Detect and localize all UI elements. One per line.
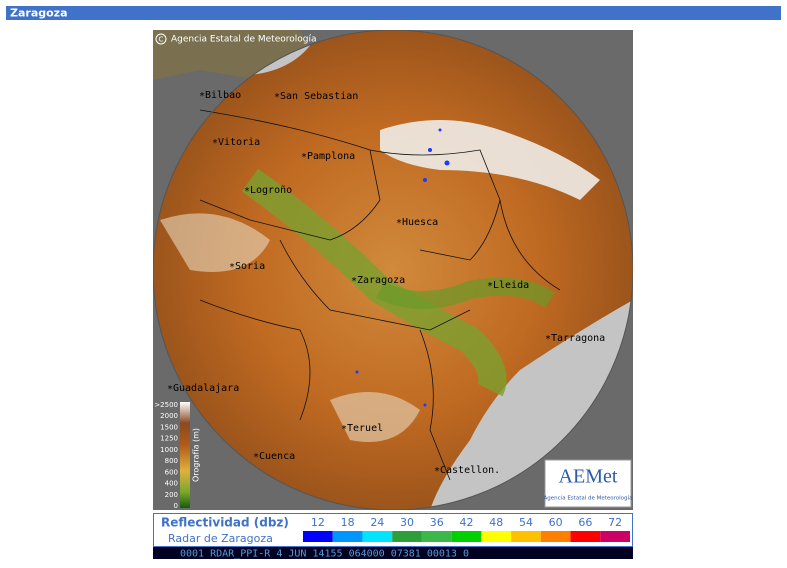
logo-box: [544, 459, 632, 508]
level-label: 48: [489, 516, 503, 529]
city-label: Teruel: [347, 423, 383, 434]
level-label: 18: [341, 516, 355, 529]
orography-label: 2000: [160, 412, 178, 420]
city-marker: *: [341, 424, 347, 435]
header-bar: [6, 6, 781, 20]
copyright: Agencia Estatal de Meteorología: [171, 35, 317, 45]
city-label: Zaragoza: [357, 275, 405, 286]
city-label: Logroño: [250, 185, 292, 196]
map: [153, 30, 633, 510]
city-marker: *: [396, 218, 402, 229]
level-label: 66: [578, 516, 592, 529]
city-marker: *: [545, 334, 551, 345]
city-label: Bilbao: [205, 90, 241, 101]
city-marker: *: [274, 92, 280, 103]
level-label: 42: [460, 516, 474, 529]
level-swatch: [540, 531, 571, 542]
orography-title: Orografía (m): [192, 428, 201, 482]
orography-label: 0: [174, 502, 178, 510]
city-label: Vitoria: [218, 137, 260, 148]
city-label: Huesca: [402, 217, 438, 228]
legend-subtitle: Radar de Zaragoza: [168, 532, 273, 545]
city-label: Cuenca: [259, 451, 295, 462]
status-text: 0001 RDAR_PPI-R 4 JUN 14155 064000 07381…: [180, 549, 469, 560]
orography-label: 1000: [160, 446, 178, 454]
orography-label: 1500: [160, 423, 178, 431]
city-label: Guadalajara: [173, 383, 239, 394]
orography-bar: [180, 402, 190, 508]
orography-label: 200: [165, 491, 178, 499]
city-marker: *: [487, 281, 493, 292]
level-swatch: [421, 531, 452, 542]
orography-label: 600: [165, 468, 178, 476]
city-marker: *: [301, 152, 307, 163]
city-marker: *: [229, 262, 235, 273]
city-marker: *: [253, 452, 259, 463]
level-label: 54: [519, 516, 533, 529]
level-swatch: [392, 531, 422, 542]
level-swatch: [511, 531, 541, 542]
city-marker: *: [167, 384, 173, 395]
orography-label: 1250: [160, 435, 178, 443]
orography-label: >2500: [154, 401, 178, 409]
level-swatch: [570, 531, 601, 542]
level-swatch: [303, 531, 333, 542]
city-label: Castellon.: [440, 465, 500, 476]
city-marker: *: [434, 466, 440, 477]
level-swatch: [481, 531, 512, 542]
level-label: 12: [311, 516, 325, 529]
city-label: San Sebastian: [280, 91, 358, 102]
city-marker: *: [351, 276, 357, 287]
city-marker: *: [244, 186, 250, 197]
level-label: 72: [608, 516, 622, 529]
orography-label: 800: [165, 457, 178, 465]
svg-text:C: C: [159, 36, 164, 44]
logo-name: AEMet: [559, 466, 618, 488]
city-marker: *: [199, 91, 205, 102]
orography-label: 400: [165, 480, 178, 488]
legend-title: Reflectividad (dbz): [161, 516, 289, 530]
level-swatch: [362, 531, 393, 542]
level-swatch: [600, 531, 630, 542]
level-label: 60: [549, 516, 563, 529]
status-bar: [153, 547, 633, 559]
city-marker: *: [212, 138, 218, 149]
city-label: Tarragona: [551, 333, 605, 344]
city-label: Pamplona: [307, 151, 355, 162]
city-label: Lleida: [493, 280, 529, 291]
city-label: Soria: [235, 261, 265, 272]
logo-subtitle: Agencia Estatal de Meteorología: [544, 495, 633, 502]
level-label: 36: [430, 516, 444, 529]
level-swatch: [332, 531, 363, 542]
level-label: 30: [400, 516, 414, 529]
level-swatch: [451, 531, 482, 542]
level-label: 24: [370, 516, 384, 529]
header-title: Zaragoza: [10, 7, 68, 20]
